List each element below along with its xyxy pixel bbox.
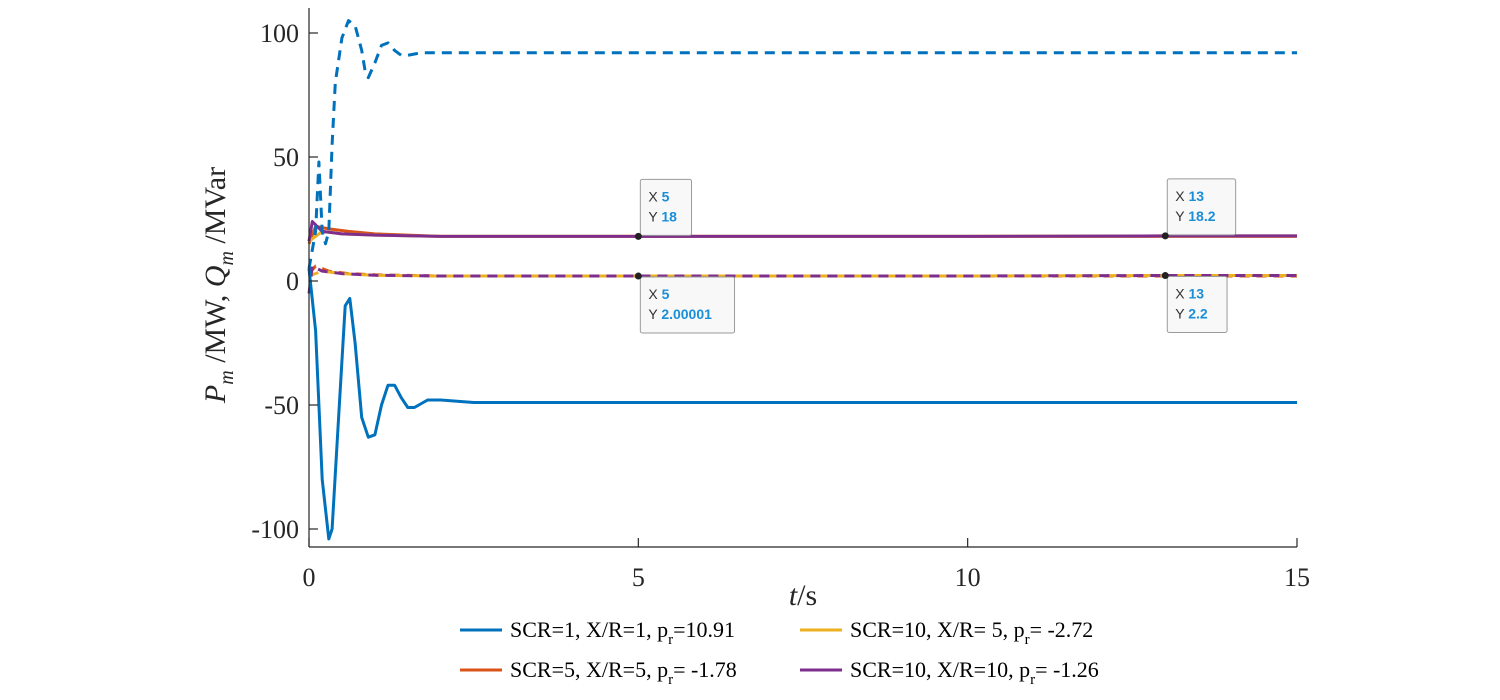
legend: SCR=1, X/R=1, pr=10.91 SCR=10, X/R= 5, pr… bbox=[449, 606, 1169, 694]
series-4-reactive-power-line bbox=[307, 264, 1297, 294]
legend-label: SCR=10, X/R= 5, pr= -2.72 bbox=[850, 617, 1093, 648]
series-4-active-power-line bbox=[307, 220, 1297, 242]
series-2 bbox=[307, 224, 1297, 278]
datatip-2[interactable]: X 13 Y 18.2 bbox=[1161, 178, 1237, 240]
datatip-1[interactable]: X 5 Y 18 bbox=[634, 178, 693, 240]
datatip-y-row: Y 18 bbox=[648, 208, 677, 224]
datatip-marker bbox=[1161, 232, 1169, 240]
series-3 bbox=[308, 229, 1297, 278]
legend-label: SCR=1, X/R=1, pr=10.91 bbox=[510, 617, 735, 648]
x-tick-label: 10 bbox=[955, 563, 981, 592]
datatip-y-row: Y 18.2 bbox=[1175, 208, 1215, 224]
y-tick-label: 0 bbox=[286, 267, 299, 296]
axes: 0 5 10 15 -100 -50 0 50 100 bbox=[251, 8, 1310, 592]
datatip-box bbox=[639, 178, 693, 236]
y-tick-label: 50 bbox=[273, 143, 299, 172]
x-tick-label: 0 bbox=[303, 563, 316, 592]
y-axis-title: Pm /MW, Qm /MVar bbox=[199, 167, 238, 404]
datatip-y-row: Y 2.2 bbox=[1175, 306, 1208, 322]
datatip-marker bbox=[634, 232, 642, 240]
datatip-x-row: X 13 bbox=[1175, 188, 1204, 204]
legend-item-3: SCR=10, X/R= 5, pr= -2.72 bbox=[800, 617, 1093, 648]
y-tick-label: -50 bbox=[264, 391, 299, 420]
legend-label: SCR=5, X/R=5, pr= -1.78 bbox=[510, 657, 737, 688]
legend-label: SCR=10, X/R=10, pr= -1.26 bbox=[850, 657, 1099, 688]
x-tick-label: 15 bbox=[1284, 563, 1310, 592]
datatip-y-row: Y 2.00001 bbox=[648, 306, 712, 322]
legend-box bbox=[449, 606, 1169, 694]
series-1 bbox=[307, 19, 1297, 541]
datatip-x-row: X 5 bbox=[648, 286, 669, 302]
datatip-box bbox=[1166, 178, 1237, 236]
plot-area bbox=[307, 19, 1297, 541]
datatip-box bbox=[1166, 276, 1228, 334]
series-1-active-power-line bbox=[307, 268, 1297, 541]
datatip-marker bbox=[1161, 272, 1169, 280]
datatip-4[interactable]: X 13 Y 2.2 bbox=[1161, 272, 1228, 334]
x-tick-label: 5 bbox=[632, 563, 645, 592]
legend-item-1: SCR=1, X/R=1, pr=10.91 bbox=[460, 617, 735, 648]
series-4 bbox=[307, 220, 1297, 294]
datatip-3[interactable]: X 5 Y 2.00001 bbox=[634, 272, 736, 334]
legend-item-4: SCR=10, X/R=10, pr= -1.26 bbox=[800, 657, 1099, 688]
datatip-x-row: X 13 bbox=[1175, 286, 1204, 302]
datatips[interactable]: X 5 Y 18 X 13 Y 18.2 X 5 Y 2.00001 X 13 Y 2.2 bbox=[634, 178, 1237, 334]
y-tick-label: 100 bbox=[260, 19, 299, 48]
x-axis-title: t/s bbox=[789, 579, 817, 612]
datatip-box bbox=[639, 276, 736, 334]
y-tick-label: -100 bbox=[251, 515, 299, 544]
legend-item-2: SCR=5, X/R=5, pr= -1.78 bbox=[460, 657, 737, 688]
datatip-x-row: X 5 bbox=[648, 188, 669, 204]
series-1-reactive-power-line bbox=[307, 19, 1297, 269]
datatip-marker bbox=[634, 272, 642, 280]
